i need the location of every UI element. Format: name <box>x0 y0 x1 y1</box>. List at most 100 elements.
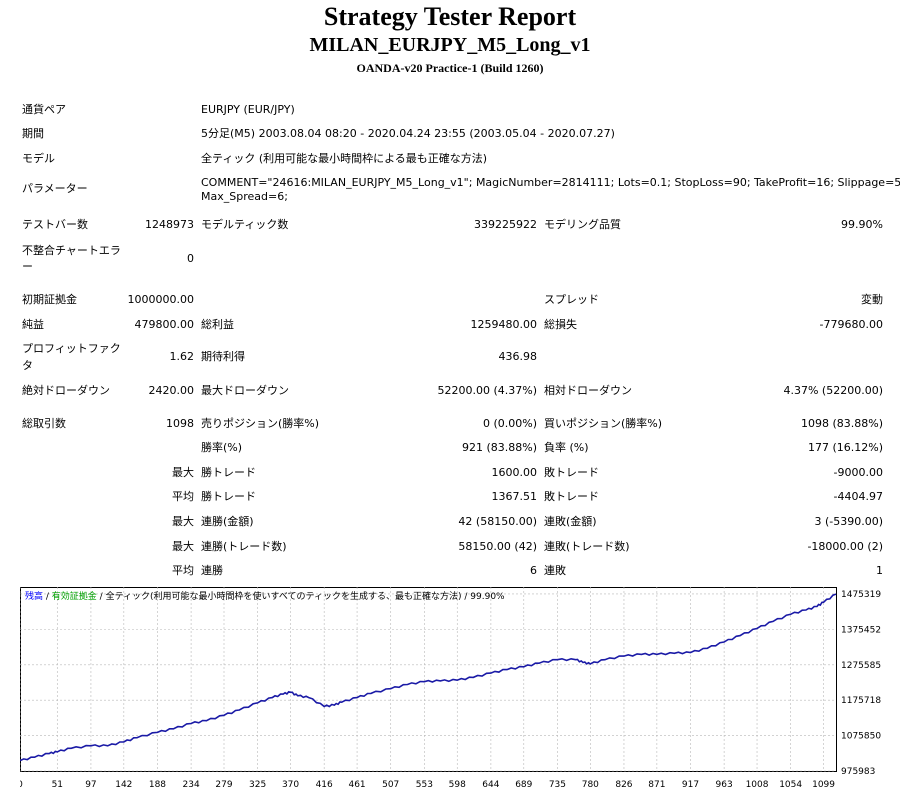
expected-payoff-value: 436.98 <box>498 350 538 363</box>
plot-area <box>20 587 837 772</box>
legend-equity: 有効証拠金 <box>52 590 97 602</box>
maximal-drawdown-label: 最大ドローダウン <box>201 384 289 397</box>
x-tick-label: 416 <box>316 780 333 790</box>
legend-balance: 残高 <box>25 590 43 602</box>
x-tick-label: 142 <box>115 780 132 790</box>
chart-legend: 残高 / 有効証拠金 / 全ティック(利用可能な最小時間枠を使いすべてのティック… <box>25 590 505 602</box>
long-positions-label: 買いポジション(勝率%) <box>544 417 663 430</box>
expected-payoff-label: 期待利得 <box>201 350 245 363</box>
max-cons-prefix: 最大 <box>172 515 194 528</box>
x-tick-label: 234 <box>183 780 200 790</box>
max-cons-losses-label: 連敗(金額) <box>544 515 597 528</box>
average-cons-wins-label: 連勝 <box>201 564 223 577</box>
quality-value: 99.90% <box>841 218 883 231</box>
net-profit-label: 純益 <box>22 318 44 331</box>
params-line-1: COMMENT="24616:MILAN_EURJPY_M5_Long_v1";… <box>201 176 900 189</box>
spread-value: 変動 <box>861 293 883 306</box>
spread-label: スプレッド <box>544 293 599 306</box>
x-tick-label: 1054 <box>779 780 802 790</box>
average-prefix: 平均 <box>172 490 194 503</box>
absolute-drawdown-value: 2420.00 <box>148 384 195 397</box>
bars-label: テストバー数 <box>22 218 88 231</box>
x-tick-label: 370 <box>282 780 299 790</box>
strategy-name: MILAN_EURJPY_M5_Long_v1 <box>309 34 591 56</box>
average-loss-value: -4404.97 <box>833 490 883 503</box>
absolute-drawdown-label: 絶対ドローダウン <box>22 384 110 397</box>
profit-factor-label-line-2: タ <box>22 359 33 372</box>
max-cons-loss-value: -18000.00 (2) <box>807 540 883 553</box>
balance-line <box>20 593 837 762</box>
maximal-drawdown-value: 52200.00 (4.37%) <box>437 384 537 397</box>
average-profit-value: 1367.51 <box>491 490 538 503</box>
x-tick-label: 188 <box>149 780 166 790</box>
y-axis-labels: 1475319 1375452 1275585 1175718 1075850 97598… <box>841 590 881 777</box>
profit-factor-label-line-1: プロフィットファク <box>22 342 121 355</box>
x-tick-label: 963 <box>716 780 733 790</box>
gross-loss-label: 総損失 <box>544 318 577 331</box>
max-cons-losses-value: 3 (-5390.00) <box>814 515 883 528</box>
x-tick-label: 0 <box>20 780 23 790</box>
y-tick-label: 975983 <box>841 767 875 777</box>
largest-profit-value: 1600.00 <box>491 466 538 479</box>
deposit-value: 1000000.00 <box>127 293 194 306</box>
total-trades-label: 総取引数 <box>22 417 66 430</box>
x-tick-label: 644 <box>482 780 499 790</box>
period-value: 5分足(M5) 2003.08.04 08:20 - 2020.04.24 23… <box>201 127 615 140</box>
x-tick-label: 553 <box>416 780 433 790</box>
ticks-value: 339225922 <box>474 218 537 231</box>
average-profit-label: 勝トレード <box>201 490 256 503</box>
x-tick-label: 917 <box>682 780 699 790</box>
mismatch-label-line-1: 不整合チャートエラ <box>22 244 121 257</box>
x-tick-label: 735 <box>549 780 566 790</box>
net-profit-value: 479800.00 <box>134 318 195 331</box>
x-tick-label: 1099 <box>812 780 835 790</box>
x-tick-label: 325 <box>249 780 266 790</box>
grid <box>20 587 836 772</box>
short-positions-value: 0 (0.00%) <box>482 417 537 430</box>
x-tick-label: 826 <box>615 780 632 790</box>
max-cons-wins-label: 連勝(金額) <box>201 515 254 528</box>
largest-prefix: 最大 <box>172 466 194 479</box>
pair-label: 通貨ペア <box>22 103 66 116</box>
loss-trades-label: 負率 (%) <box>544 441 589 454</box>
average-cons-losses-label: 連敗 <box>544 564 566 577</box>
model-value: 全ティック (利用可能な最小時間枠による最も正確な方法) <box>201 152 488 165</box>
x-tick-label: 1008 <box>746 780 769 790</box>
largest-profit-label: 勝トレード <box>201 466 256 479</box>
x-tick-label: 598 <box>449 780 466 790</box>
x-tick-label: 871 <box>648 780 665 790</box>
params-line-2: Max_Spread=6; <box>201 190 288 203</box>
x-tick-label: 461 <box>348 780 365 790</box>
gross-profit-value: 1259480.00 <box>470 318 537 331</box>
long-positions-value: 1098 (83.88%) <box>800 417 883 430</box>
profit-trades-label: 勝率(%) <box>201 441 243 454</box>
mismatch-label-line-2: ー <box>22 260 33 273</box>
loss-trades-value: 177 (16.12%) <box>807 441 883 454</box>
model-label: モデル <box>22 152 55 165</box>
max-cons-profit-label: 連勝(トレード数) <box>201 540 287 553</box>
legend-model: 全ティック(利用可能な最小時間枠を使いすべてのティックを生成する、最も正確な方法… <box>106 590 462 602</box>
legend-separator-2: / <box>97 592 106 602</box>
average-cons-prefix: 平均 <box>172 564 194 577</box>
report-title: Strategy Tester Report <box>323 2 577 31</box>
x-axis-labels: 0 51 97 142 188 234 279 325 370 416 461 507 553 598 64… <box>20 780 835 790</box>
period-label: 期間 <box>22 127 44 140</box>
profit-trades-value: 921 (83.88%) <box>461 441 537 454</box>
short-positions-label: 売りポジション(勝率%) <box>201 417 320 430</box>
gross-loss-value: -779680.00 <box>819 318 883 331</box>
profit-factor-value: 1.62 <box>169 350 195 363</box>
x-tick-label: 780 <box>582 780 599 790</box>
gross-profit-label: 総利益 <box>201 318 234 331</box>
largest-loss-value: -9000.00 <box>833 466 883 479</box>
average-loss-label: 敗トレード <box>544 490 599 503</box>
y-tick-label: 1075850 <box>841 732 881 742</box>
bars-value: 1248973 <box>145 218 194 231</box>
max-cons-wins-value: 42 (58150.00) <box>458 515 537 528</box>
relative-drawdown-label: 相対ドローダウン <box>544 384 632 397</box>
max-cons-loss-label: 連敗(トレード数) <box>544 540 630 553</box>
params-label: パラメーター <box>22 182 88 195</box>
quality-label: モデリング品質 <box>544 218 621 231</box>
y-tick-label: 1375452 <box>841 625 881 635</box>
y-tick-label: 1475319 <box>841 590 881 600</box>
relative-drawdown-value: 4.37% (52200.00) <box>783 384 883 397</box>
